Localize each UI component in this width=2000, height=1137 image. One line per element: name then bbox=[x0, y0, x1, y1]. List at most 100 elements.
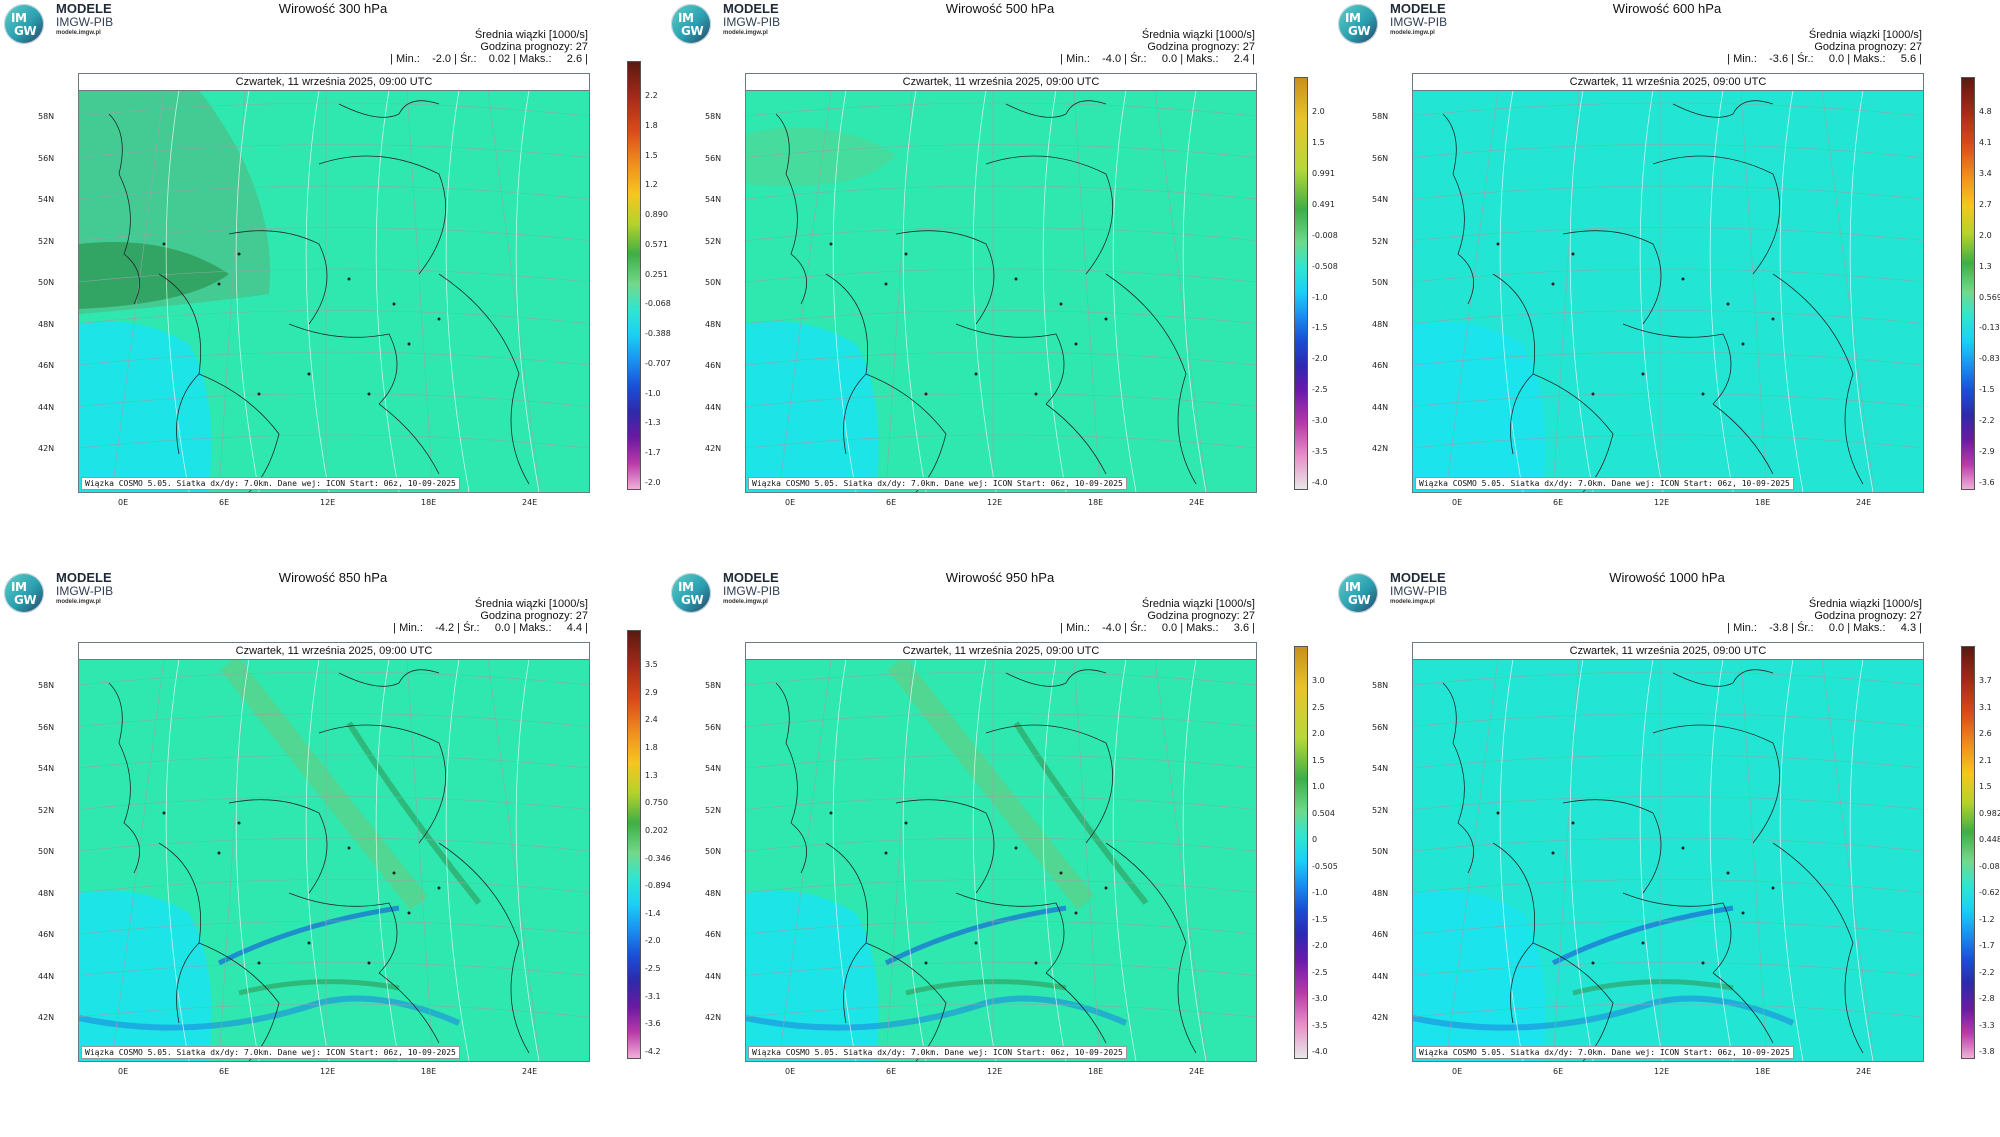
longitude-label: 12E bbox=[987, 1067, 1003, 1076]
longitude-line bbox=[111, 658, 165, 1061]
longitude-label: 6E bbox=[219, 1067, 230, 1076]
latitude-label: 50N bbox=[1372, 847, 1389, 856]
height-contour bbox=[1499, 89, 1524, 492]
latitude-label: 56N bbox=[1372, 153, 1389, 163]
city-marker bbox=[1034, 392, 1038, 396]
longitude-line bbox=[1073, 89, 1101, 492]
latitude-label: 50N bbox=[38, 847, 55, 856]
colorbar-tick-label: 1.5 bbox=[1312, 755, 1325, 765]
country-border bbox=[1672, 669, 1774, 687]
stats-line: | Min.: -3.8 | Śr.: 0.0 | Maks.: 4.3 | bbox=[1727, 622, 1922, 634]
logo-text-top: IM bbox=[11, 580, 27, 594]
city-marker bbox=[1014, 277, 1018, 281]
latitude-label: 54N bbox=[1372, 764, 1389, 773]
colorbar-tick-label: -0.346 bbox=[645, 853, 671, 863]
brand-site: modele.imgw.pl bbox=[56, 599, 101, 605]
city-marker bbox=[217, 282, 221, 286]
logo-text-bottom: GW bbox=[681, 24, 704, 38]
height-contour bbox=[235, 89, 260, 492]
colorbar-tick-label: -2.8 bbox=[1979, 994, 1995, 1003]
brand-name: MODELE bbox=[723, 1, 779, 16]
colorbar-tick-label: 0 bbox=[1312, 835, 1318, 844]
latitude-line bbox=[1413, 796, 1923, 810]
city-marker bbox=[162, 242, 166, 246]
colorbar-tick-label: 2.1 bbox=[1979, 755, 1992, 765]
longitude-label: 0E bbox=[118, 1067, 129, 1076]
latitude-label: 48N bbox=[1372, 888, 1389, 898]
latitude-line bbox=[746, 754, 1256, 769]
imgw-logo: IM GW bbox=[1338, 4, 1378, 44]
latitude-label: 58N bbox=[38, 112, 55, 121]
latitude-line bbox=[1413, 351, 1923, 366]
city-marker bbox=[1726, 302, 1730, 306]
forecast-hour: Godzina prognozy: 27 bbox=[1147, 610, 1255, 622]
latitude-label: 50N bbox=[1372, 278, 1389, 287]
longitude-label: 12E bbox=[320, 1067, 336, 1076]
city-marker bbox=[1726, 871, 1730, 875]
latitude-line bbox=[79, 310, 589, 324]
country-border bbox=[825, 842, 869, 1024]
longitude-label: 6E bbox=[219, 498, 230, 507]
city-marker bbox=[1681, 277, 1685, 281]
colorbar-tick-label: -0.133 bbox=[1979, 323, 2000, 333]
country-border bbox=[1562, 230, 1662, 325]
colorbar-tick-label: 0.982 bbox=[1979, 808, 2000, 818]
brand-block: MODELE IMGW-PIB modele.imgw.pl bbox=[1390, 571, 1447, 605]
country-border bbox=[1442, 113, 1475, 305]
country-border bbox=[1492, 273, 1536, 455]
colorbar-tick-label: -0.834 bbox=[1979, 354, 2000, 364]
height-contour bbox=[902, 89, 927, 492]
latitude-label: 52N bbox=[38, 236, 55, 246]
height-contour bbox=[305, 658, 330, 1061]
country-border bbox=[1442, 682, 1475, 874]
vorticity-band bbox=[217, 905, 400, 966]
latitude-line bbox=[746, 102, 1256, 117]
map-canvas bbox=[79, 74, 589, 492]
vorticity-map: Czwartek, 11 września 2025, 09:00 UTC Wi… bbox=[78, 642, 590, 1062]
city-marker bbox=[904, 821, 908, 825]
height-contour bbox=[1569, 658, 1594, 1061]
latitude-line bbox=[746, 434, 1256, 449]
panel-info: Średnia wiązki [1000/s] Godzina prognozy… bbox=[1060, 29, 1255, 65]
latitude-label: 42N bbox=[705, 1013, 722, 1022]
city-marker bbox=[1074, 342, 1078, 346]
height-contour bbox=[832, 89, 857, 492]
brand-block: MODELE IMGW-PIB modele.imgw.pl bbox=[723, 2, 780, 36]
panel-title: Wirowość 600 hPa bbox=[1612, 1, 1722, 16]
longitude-line bbox=[111, 89, 165, 492]
city-marker bbox=[392, 871, 396, 875]
forecast-hour: Godzina prognozy: 27 bbox=[1147, 41, 1255, 53]
map-canvas bbox=[746, 643, 1256, 1061]
vorticity-band bbox=[1572, 979, 1734, 996]
latitude-label: 58N bbox=[705, 112, 722, 121]
colorbar-tick-label: 2.5 bbox=[1312, 702, 1325, 712]
forecast-panel-3: IM GW MODELE IMGW-PIB modele.imgw.pl Wir… bbox=[1334, 0, 2000, 568]
country-border bbox=[775, 113, 808, 305]
country-border bbox=[985, 724, 1114, 844]
brand-site: modele.imgw.pl bbox=[723, 30, 768, 36]
stats-line: | Min.: -2.0 | Śr.: 0.02 | Maks.: 2.6 | bbox=[390, 53, 588, 65]
imgw-logo: IM GW bbox=[4, 4, 44, 44]
latitude-line bbox=[79, 102, 589, 117]
longitude-label: 0E bbox=[1452, 1067, 1463, 1076]
latitude-label: 50N bbox=[705, 847, 722, 856]
colorbar-tick-label: 0.251 bbox=[645, 269, 668, 279]
longitude-label: 24E bbox=[1189, 1067, 1205, 1076]
city-marker bbox=[1571, 821, 1575, 825]
latitude-label: 50N bbox=[38, 278, 55, 287]
latitude-label: 44N bbox=[38, 402, 55, 412]
country-border bbox=[1712, 403, 1774, 475]
longitude-label: 24E bbox=[1856, 1067, 1872, 1076]
height-contour bbox=[1849, 658, 1874, 1061]
country-border bbox=[338, 100, 440, 118]
logo-text-top: IM bbox=[1345, 580, 1361, 594]
country-border bbox=[1672, 100, 1774, 118]
city-marker bbox=[1496, 811, 1500, 815]
height-contour bbox=[1112, 89, 1137, 492]
latitude-label: 56N bbox=[38, 153, 55, 163]
city-marker bbox=[974, 941, 978, 945]
colorbar-tick-label: -1.5 bbox=[1312, 323, 1328, 333]
city-marker bbox=[884, 282, 888, 286]
colorbar-tick-label: -0.621 bbox=[1979, 888, 2000, 897]
height-contour bbox=[1709, 89, 1734, 492]
